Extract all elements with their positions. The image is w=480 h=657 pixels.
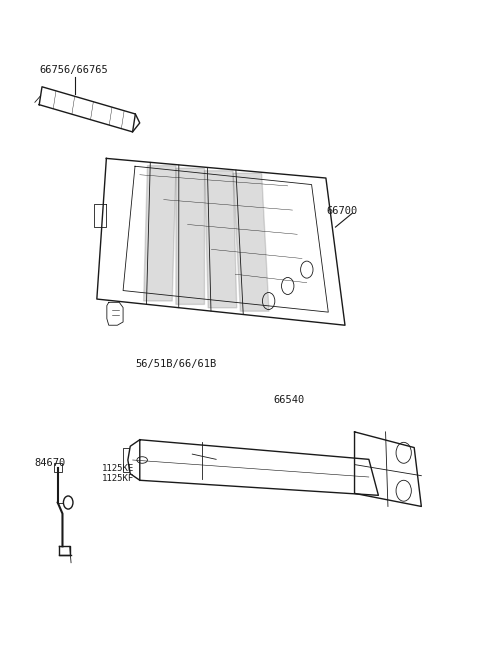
Text: 84670: 84670 — [35, 458, 66, 468]
Text: 1125KE
1125KF: 1125KE 1125KF — [102, 464, 134, 484]
Text: 66700: 66700 — [326, 206, 357, 215]
Text: 66756/66765: 66756/66765 — [39, 65, 108, 75]
Text: 56/51B/66/61B: 56/51B/66/61B — [135, 359, 216, 369]
Polygon shape — [204, 171, 237, 308]
Text: 66540: 66540 — [274, 396, 305, 405]
Polygon shape — [176, 168, 204, 304]
Polygon shape — [144, 166, 176, 301]
FancyBboxPatch shape — [54, 463, 61, 472]
Polygon shape — [233, 173, 269, 311]
